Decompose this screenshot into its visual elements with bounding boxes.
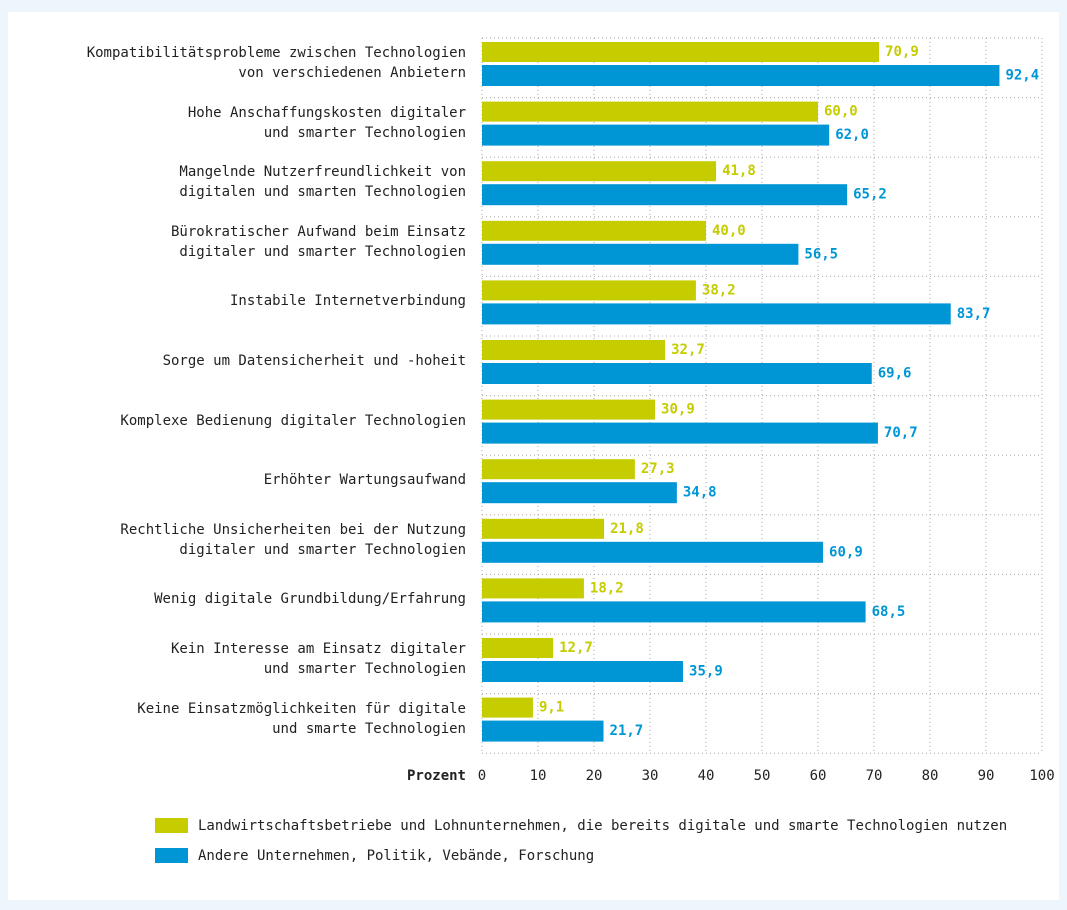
x-tick-label: 40	[698, 768, 715, 784]
bar	[482, 42, 880, 62]
category-label: Sorge um Datensicherheit und -hoheit	[162, 353, 466, 369]
x-tick-label: 50	[754, 768, 771, 784]
bar	[482, 638, 554, 658]
x-tick-label: 20	[586, 768, 603, 784]
x-tick-label: 100	[1029, 768, 1054, 784]
category-label: Bürokratischer Aufwand beim Einsatz digi…	[170, 223, 466, 260]
value-label: 83,7	[957, 306, 991, 322]
value-label: 62,0	[835, 127, 869, 143]
bar	[482, 184, 848, 206]
legend-swatch	[155, 848, 188, 863]
bar	[482, 422, 878, 444]
value-label: 65,2	[853, 187, 887, 203]
bar	[482, 161, 717, 182]
category-label: Erhöhter Wartungsaufwand	[263, 472, 466, 489]
legend-swatch	[155, 818, 188, 833]
bar	[482, 399, 656, 420]
category-label: Wenig digitale Grundbildung/Erfahrung	[154, 591, 466, 608]
bar	[482, 697, 533, 718]
value-label: 12,7	[559, 640, 593, 656]
bar	[482, 720, 604, 742]
value-label: 92,4	[1005, 68, 1039, 84]
value-label: 38,2	[702, 282, 736, 298]
x-tick-label: 80	[922, 768, 939, 784]
category-label: Hohe Anschaffungskosten digitaler und sm…	[187, 104, 466, 141]
bar	[482, 578, 584, 599]
x-tick-label: 30	[642, 768, 659, 784]
x-tick-label: 10	[530, 768, 547, 784]
value-label: 56,5	[804, 246, 838, 262]
bar	[482, 220, 706, 241]
x-tick-label: 70	[866, 768, 883, 784]
value-label: 30,9	[661, 402, 695, 418]
bar	[482, 65, 1000, 86]
value-label: 27,3	[641, 461, 675, 477]
category-label: Mangelnde Nutzerfreundlichkeit von digit…	[179, 164, 466, 201]
bar	[482, 661, 684, 682]
bar	[482, 124, 830, 146]
bar	[482, 518, 605, 539]
value-label: 40,0	[712, 223, 746, 239]
category-label: Komplexe Bedienung digitaler Technologie…	[120, 412, 466, 429]
bar	[482, 459, 635, 480]
value-label: 60,9	[829, 544, 863, 560]
value-label: 69,6	[878, 366, 912, 382]
bar	[482, 482, 677, 504]
value-label: 35,9	[689, 664, 723, 680]
chart-background	[8, 12, 1059, 900]
value-label: 70,9	[885, 44, 919, 60]
legend-label: Landwirtschaftsbetriebe und Lohnunterneh…	[198, 818, 1008, 834]
category-label: Keine Einsatzmöglichkeiten für digitale …	[137, 700, 466, 737]
bar	[482, 303, 951, 325]
x-tick-label: 60	[810, 768, 827, 784]
bar	[482, 243, 799, 265]
bar	[482, 601, 866, 623]
value-label: 60,0	[824, 104, 858, 120]
category-label: Kein Interesse am Einsatz digitaler und …	[170, 641, 466, 677]
value-label: 70,7	[884, 425, 918, 441]
value-label: 68,5	[872, 604, 906, 620]
bar	[482, 280, 696, 301]
category-label: Kompatibilitätsprobleme zwischen Technol…	[86, 45, 466, 81]
bar	[482, 363, 872, 384]
value-label: 32,7	[671, 342, 705, 358]
value-label: 9,1	[539, 700, 564, 716]
value-label: 34,8	[683, 485, 717, 501]
bar	[482, 541, 824, 563]
x-axis-label: Prozent	[407, 768, 466, 784]
legend-label: Andere Unternehmen, Politik, Vebände, Fo…	[198, 848, 595, 864]
category-label: Rechtliche Unsicherheiten bei der Nutzun…	[120, 521, 466, 558]
bar	[482, 101, 818, 122]
x-tick-label: 90	[978, 768, 995, 784]
x-tick-label: 0	[478, 768, 486, 784]
value-label: 18,2	[590, 580, 624, 596]
bar	[482, 340, 666, 360]
value-label: 41,8	[722, 163, 756, 179]
value-label: 21,7	[610, 723, 644, 739]
value-label: 21,8	[610, 521, 644, 537]
category-label: Instabile Internetverbindung	[229, 293, 466, 310]
